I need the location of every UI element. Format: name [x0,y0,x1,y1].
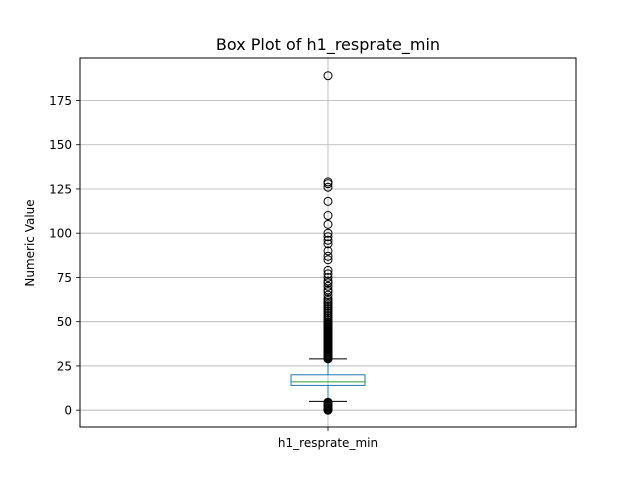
outlier-point [323,397,333,407]
outlier-point [323,196,333,206]
outlier-point [323,290,333,300]
y-axis-label: Numeric Value [23,199,37,286]
y-tick-label: 0 [64,404,72,418]
outlier-point [323,272,333,282]
outlier-point [323,265,333,275]
outlier-point [323,235,333,245]
plot-area [290,71,366,415]
y-tick-label: 50 [57,315,72,329]
outlier-point [323,285,333,295]
outlier-point [323,269,333,279]
iqr-box [290,374,366,386]
y-tick-label: 150 [49,138,72,152]
outlier-point [323,294,333,304]
x-axis: h1_resprate_min [278,427,378,450]
y-axis: 0 25 50 75 100 125 150 175 [49,94,80,418]
x-tick-label: h1_resprate_min [278,436,378,450]
outlier-point [323,211,333,221]
axes-frame [79,57,577,428]
outlier-point [323,182,333,192]
y-tick-label: 100 [49,227,72,241]
outlier-point [323,281,333,291]
outlier-point [323,219,333,229]
y-tick-label: 125 [49,182,72,196]
chart-title: Box Plot of h1_resprate_min [216,35,440,55]
y-tick-label: 25 [57,359,72,373]
outlier-point [323,239,333,249]
outlier-point [323,276,333,286]
outlier-point [323,228,333,238]
outlier-point [323,251,333,261]
outlier-point [323,71,333,81]
outlier-point [323,246,333,256]
outlier-point [323,255,333,265]
y-tick-label: 175 [49,94,72,108]
y-tick-label: 75 [57,271,72,285]
outlier-point [323,177,333,187]
outlier-point [323,232,333,242]
